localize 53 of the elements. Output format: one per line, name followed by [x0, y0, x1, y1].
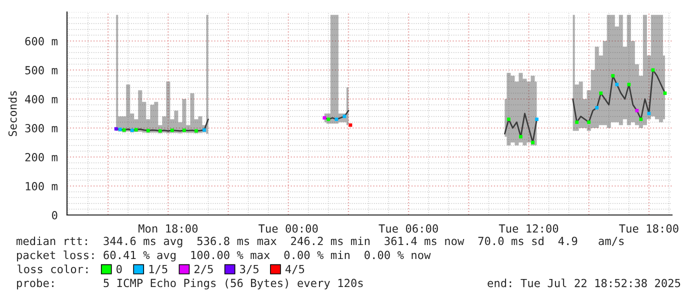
legend-title: loss color:	[18, 264, 88, 274]
x-tick-label: Tue 00:00	[258, 224, 318, 233]
y-tick-label: 0	[52, 211, 58, 220]
legend-label: 2/5	[194, 264, 213, 274]
x-tick-label: Tue 18:00	[619, 224, 678, 233]
point	[122, 128, 126, 132]
point	[635, 108, 639, 112]
point	[663, 92, 667, 95]
y-tick-label: 500 m	[25, 66, 58, 74]
point	[575, 120, 579, 124]
legend-label: 1/5	[149, 264, 168, 274]
point	[599, 92, 603, 95]
text: probe: 5 ICMP Echo Pings (56 Bytes) every 120s	[17, 278, 363, 290]
point	[519, 135, 522, 138]
point	[507, 118, 510, 121]
legend-label: 3/5	[240, 264, 258, 274]
point	[348, 123, 352, 127]
x-tick-label: Mon 18:00	[138, 224, 198, 233]
point	[202, 128, 206, 132]
x-tick-label: Tue 06:00	[378, 224, 438, 233]
point	[587, 120, 591, 124]
point	[182, 128, 186, 132]
legend-label: 4/5	[285, 264, 304, 274]
y-tick-label: 300 m	[25, 124, 58, 132]
point	[170, 128, 174, 132]
point	[342, 114, 346, 118]
point	[158, 129, 162, 133]
point	[615, 82, 619, 86]
point	[611, 74, 615, 78]
y-tick-label: 600 m	[25, 37, 58, 46]
point	[531, 140, 534, 144]
point	[334, 118, 338, 121]
y-tick-label: 100 m	[26, 182, 58, 190]
point	[118, 128, 122, 132]
y-tick-label: 200 m	[25, 153, 58, 162]
point	[595, 106, 599, 110]
y-tick-label: 400 m	[25, 95, 58, 104]
point	[130, 128, 134, 132]
text: median rtt: 344.6 ms avg 536.8 ms max 246.2 ms min 361.4 ms now 70.0 ms sd 4.9 am/s	[16, 236, 624, 248]
point	[535, 118, 538, 121]
text: packet loss: 60.41 % avg 100.00 % max 0.00 % min 0.00 % now	[17, 250, 431, 262]
point	[639, 118, 643, 121]
x-tick-label: Tue 12:00	[498, 224, 558, 233]
text: end: Tue Jul 22 18:52:38 2025	[488, 278, 680, 288]
point	[194, 129, 198, 133]
point	[134, 128, 138, 132]
legend-label: 0	[116, 264, 122, 274]
y-axis-title: Seconds	[8, 91, 17, 136]
point	[322, 116, 326, 120]
point	[114, 127, 118, 131]
point	[146, 128, 150, 132]
point	[326, 118, 330, 121]
point	[627, 82, 631, 86]
